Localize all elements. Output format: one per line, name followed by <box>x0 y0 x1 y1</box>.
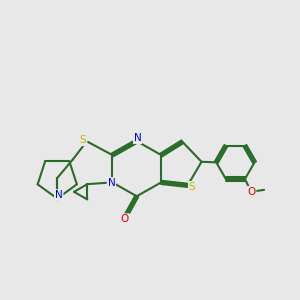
Text: S: S <box>80 135 86 145</box>
Text: N: N <box>55 190 63 200</box>
Text: S: S <box>189 182 195 192</box>
Text: N: N <box>134 133 142 143</box>
Text: N: N <box>108 178 115 188</box>
Text: O: O <box>121 214 129 224</box>
Text: O: O <box>247 187 256 197</box>
